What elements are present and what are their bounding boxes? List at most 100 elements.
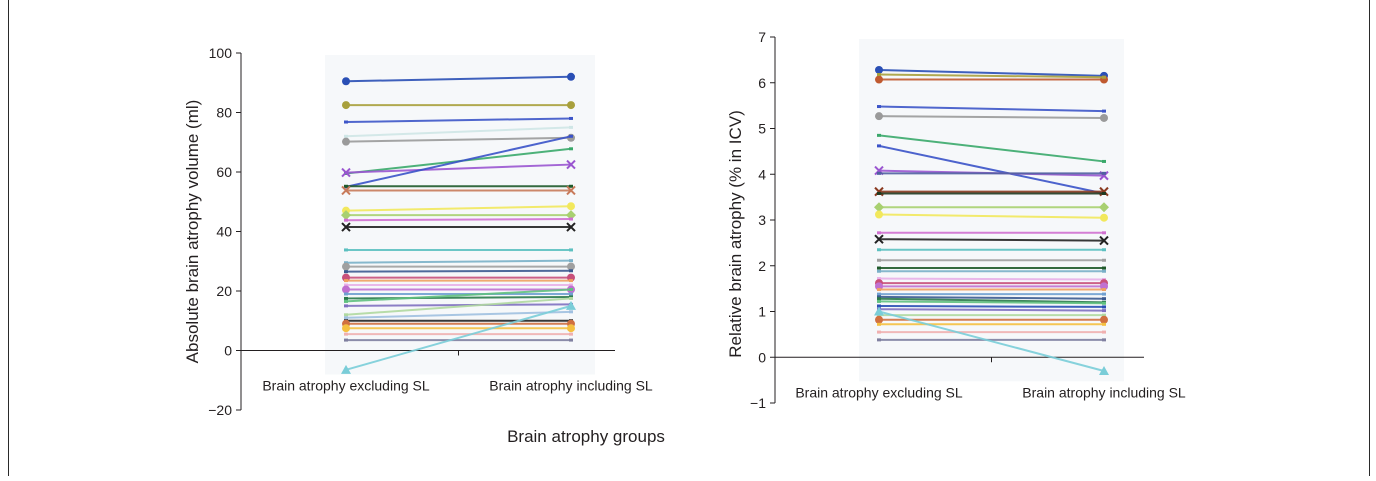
series-line-group [877, 171, 1106, 175]
data-point [877, 330, 881, 334]
series-line [878, 134, 1105, 163]
series-line-group [874, 306, 1109, 375]
x-category-label: Brain atrophy excluding SL [262, 378, 430, 394]
data-point [877, 295, 881, 299]
series-line [345, 310, 572, 319]
series-line-group [875, 210, 1108, 222]
series-line-group [342, 262, 575, 271]
data-point [569, 125, 573, 129]
series-line-group [344, 269, 573, 274]
series-line [345, 75, 572, 83]
data-point [877, 277, 881, 281]
x-category-label: Brain atrophy including SL [489, 378, 653, 394]
data-point [877, 269, 881, 273]
data-point [877, 105, 881, 109]
data-point [569, 310, 573, 314]
y-tick-label: −1 [750, 395, 766, 411]
data-point [569, 248, 573, 252]
data-point [877, 288, 881, 292]
data-point [877, 248, 881, 252]
series-line [878, 295, 1105, 300]
y-tick-label: 0 [224, 343, 232, 359]
y-tick-label: 100 [209, 45, 233, 61]
series-line [345, 303, 572, 307]
series-line-group [341, 210, 576, 221]
data-point [1099, 365, 1109, 375]
data-point [877, 73, 881, 77]
data-point [874, 202, 884, 213]
series-line-group [342, 324, 575, 333]
data-point [569, 288, 573, 292]
y-tick-label: 20 [216, 283, 232, 299]
plot-background [859, 39, 1124, 382]
series-line [878, 310, 1105, 372]
series-line-group [877, 288, 1106, 292]
series-line [878, 305, 1105, 308]
series-line [345, 304, 572, 371]
data-point [569, 269, 573, 273]
data-point [1102, 288, 1106, 292]
series-line-group [344, 116, 573, 124]
data-point [877, 133, 881, 137]
series-line-group [877, 231, 1106, 235]
data-point [344, 304, 348, 308]
series-line-group [341, 300, 576, 374]
data-point [875, 315, 883, 324]
data-point [341, 167, 351, 178]
series-line-group [877, 338, 1106, 342]
data-point [1102, 191, 1106, 195]
data-point [341, 364, 351, 374]
data-point [1102, 75, 1106, 79]
data-point [1102, 309, 1106, 313]
y-tick-label: 2 [758, 258, 766, 274]
series-line-group [877, 258, 1106, 262]
data-point [1100, 113, 1108, 122]
data-point [1102, 338, 1106, 342]
data-point [877, 191, 881, 195]
series-line-group [877, 292, 1106, 296]
data-point [566, 159, 576, 170]
series-line [345, 218, 572, 222]
data-point [342, 77, 350, 86]
series-line-group [344, 217, 573, 222]
data-point [877, 322, 881, 326]
series-line [345, 136, 572, 143]
data-point [1102, 322, 1106, 326]
series-line [878, 105, 1105, 113]
series-line-group [877, 304, 1106, 309]
data-point [1102, 301, 1106, 305]
y-tick-label: 5 [758, 121, 766, 137]
data-point [342, 101, 350, 110]
data-point [344, 248, 348, 252]
data-point [342, 262, 350, 271]
data-point [566, 300, 576, 310]
series-line-group [877, 299, 1106, 305]
y-tick-label: 40 [216, 224, 232, 240]
series-line [345, 269, 572, 273]
y-axis-label: Relative brain atrophy (% in ICV) [726, 110, 745, 358]
data-point [342, 137, 350, 146]
data-point [569, 279, 573, 283]
data-point [1102, 266, 1106, 270]
data-point [877, 171, 881, 175]
data-point [344, 332, 348, 336]
data-point [567, 101, 575, 110]
data-point [877, 297, 881, 301]
data-point [344, 316, 348, 320]
data-point [1102, 297, 1106, 301]
data-point [1102, 258, 1106, 262]
data-point [569, 134, 573, 138]
data-point [344, 134, 348, 138]
y-tick-label: 1 [758, 304, 766, 320]
series-line-group [877, 266, 1106, 270]
data-point [569, 184, 573, 188]
series-line-group [342, 285, 575, 294]
series-line-group [344, 338, 573, 342]
y-tick-label: 7 [758, 29, 766, 45]
data-point [569, 259, 573, 263]
chart-absolute-atrophy: −20 0 20 40 60 80 100 Brain atrophy excluding S… [183, 45, 653, 418]
series-line-group [344, 310, 573, 320]
data-point [877, 258, 881, 262]
data-point [1102, 305, 1106, 309]
